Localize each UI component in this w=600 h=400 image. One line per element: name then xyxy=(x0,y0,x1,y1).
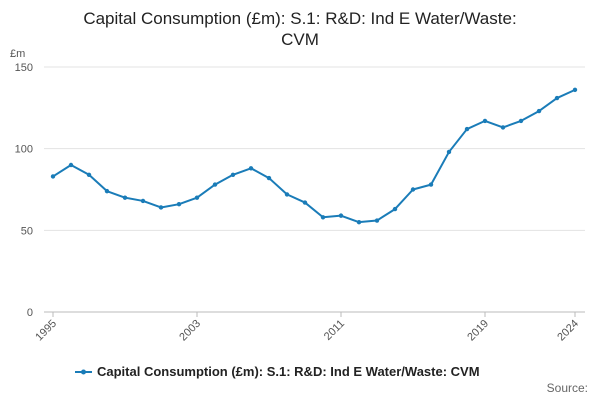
data-point[interactable] xyxy=(50,174,56,179)
data-point[interactable] xyxy=(104,188,110,194)
data-point[interactable] xyxy=(392,206,398,212)
x-tick-label: 2003 xyxy=(177,318,203,344)
data-point[interactable] xyxy=(68,162,74,168)
series-layer xyxy=(50,87,578,225)
data-point[interactable] xyxy=(356,219,362,225)
data-point[interactable] xyxy=(122,195,128,200)
x-tick-label: 2011 xyxy=(322,318,347,343)
data-point[interactable] xyxy=(500,125,506,130)
data-point[interactable] xyxy=(248,166,254,171)
legend-marker xyxy=(81,369,86,375)
data-point[interactable] xyxy=(554,95,560,101)
legend-label: Capital Consumption (£m): S.1: R&D: Ind … xyxy=(97,364,480,379)
source-label: Source: xyxy=(546,381,588,395)
data-point[interactable] xyxy=(140,198,146,204)
data-point[interactable] xyxy=(482,118,488,124)
gridlines xyxy=(44,66,585,313)
x-tick-label: 1995 xyxy=(33,318,59,344)
x-tick-labels: 1995 2003 2011 2019 2024 xyxy=(33,312,581,343)
y-tick-label: 150 xyxy=(15,62,33,74)
data-point[interactable] xyxy=(338,213,344,218)
data-point[interactable] xyxy=(410,187,416,192)
data-point[interactable] xyxy=(266,175,272,181)
y-tick-label: 100 xyxy=(15,144,33,156)
data-point[interactable] xyxy=(428,182,434,187)
data-point[interactable] xyxy=(518,118,524,124)
data-point[interactable] xyxy=(284,192,290,197)
x-tick-label: 2024 xyxy=(555,318,581,344)
legend[interactable]: Capital Consumption (£m): S.1: R&D: Ind … xyxy=(75,364,480,379)
x-tick-label: 2019 xyxy=(465,318,491,344)
data-point[interactable] xyxy=(446,149,452,155)
axes: £m xyxy=(10,48,25,60)
y-tick-label: 0 xyxy=(27,307,33,319)
y-tick-labels: 0 50 100 150 xyxy=(15,62,33,319)
series-line xyxy=(52,88,576,224)
data-point[interactable] xyxy=(194,195,200,200)
data-point[interactable] xyxy=(302,200,308,205)
data-point[interactable] xyxy=(536,108,542,114)
chart-title: Capital Consumption (£m): S.1: R&D: Ind … xyxy=(0,8,600,50)
data-point[interactable] xyxy=(572,87,578,93)
data-point[interactable] xyxy=(464,126,470,132)
chart-title-line-2: CVM xyxy=(281,30,319,49)
chart-title-line-1: Capital Consumption (£m): S.1: R&D: Ind … xyxy=(83,9,517,28)
data-point[interactable] xyxy=(374,218,380,223)
y-axis-label: £m xyxy=(10,48,25,60)
data-point[interactable] xyxy=(158,205,164,210)
data-point[interactable] xyxy=(212,182,218,187)
data-point[interactable] xyxy=(86,172,92,177)
data-point[interactable] xyxy=(176,202,182,207)
y-tick-label: 50 xyxy=(21,225,33,237)
data-point[interactable] xyxy=(320,215,326,220)
data-point[interactable] xyxy=(230,172,236,177)
